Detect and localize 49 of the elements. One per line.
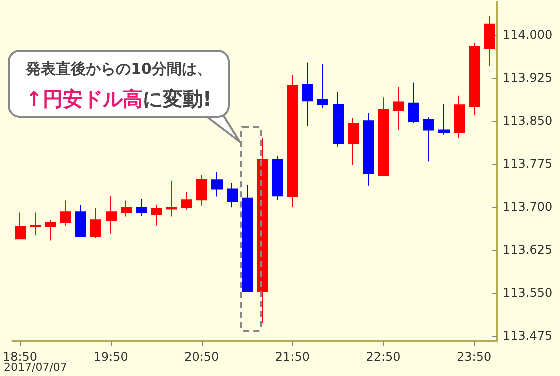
candlestick	[15, 212, 26, 240]
annotation: ↑円安ドル高	[26, 87, 143, 111]
annotation: に変動!	[142, 87, 212, 111]
candlestick	[166, 180, 177, 218]
candlestick	[302, 62, 313, 127]
candlestick	[438, 104, 450, 136]
speech-bubble: 発表直後からの10分間は、 ↑円安ドル高に変動!	[8, 50, 230, 118]
candlestick	[454, 95, 465, 139]
candlestick	[423, 117, 434, 162]
candlestick	[348, 118, 359, 166]
y-tick-label: 113.700	[503, 200, 553, 214]
candlestick	[363, 112, 374, 186]
candlestick	[287, 74, 298, 208]
x-tick-label: 22:50	[366, 350, 401, 364]
x-tick-label: 21:50	[275, 350, 310, 364]
candlestick	[30, 212, 41, 236]
annotation: 発表直後からの10分間は、	[24, 60, 213, 79]
candlestick	[90, 208, 101, 239]
y-tick-label: 113.775	[503, 157, 553, 172]
y-tick-label: 113.625	[503, 242, 553, 257]
y-tick-label: 113.925	[503, 71, 553, 86]
candlestick	[151, 204, 162, 226]
x-tick-label: 23:50	[457, 350, 492, 364]
candlestick	[136, 198, 147, 217]
x-tick-label: 19:50	[94, 350, 128, 364]
candlestick	[227, 182, 238, 208]
y-tick-label: 114.000	[503, 28, 553, 42]
candlestick	[242, 184, 253, 292]
candlestick	[333, 91, 344, 148]
candlestick	[393, 86, 404, 131]
candlestick	[75, 204, 86, 238]
text: 2017/07/07	[4, 361, 68, 374]
candlestick	[60, 200, 71, 226]
candlestick	[469, 42, 480, 116]
candlestick	[121, 200, 132, 218]
candlestick	[181, 192, 192, 210]
y-tick-label: 113.550	[503, 286, 553, 300]
candlestick	[317, 64, 328, 108]
candlestick	[196, 175, 207, 206]
y-tick-label: 113.850	[503, 114, 553, 128]
y-tick-label: 113.475	[503, 328, 553, 343]
x-tick-label: 18:50	[2, 350, 38, 364]
candlestick	[106, 196, 117, 234]
candlestick	[211, 172, 223, 198]
candlestick	[408, 82, 419, 124]
candlestick	[45, 220, 56, 242]
candlestick	[272, 156, 283, 201]
x-tick-label: 20:50	[184, 350, 220, 364]
candlestick	[378, 97, 389, 176]
